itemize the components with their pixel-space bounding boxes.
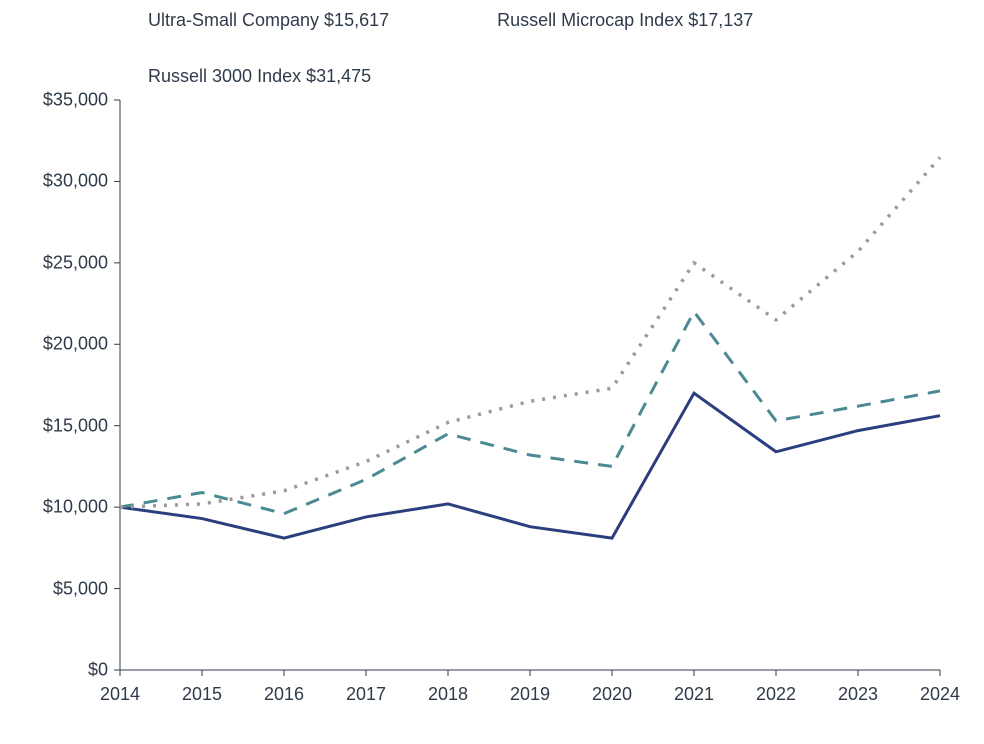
x-tick-label: 2021 (674, 684, 714, 705)
x-tick-label: 2015 (182, 684, 222, 705)
x-tick-label: 2017 (346, 684, 386, 705)
y-tick-label: $10,000 (43, 497, 108, 518)
legend-item-microcap: Russell Microcap Index $17,137 (439, 10, 753, 31)
x-tick-label: 2018 (428, 684, 468, 705)
y-tick-label: $35,000 (43, 90, 108, 111)
legend-item-ultra-small: Ultra-Small Company $15,617 (90, 10, 389, 31)
legend-label: Russell 3000 Index $31,475 (148, 66, 371, 87)
legend-item-russell3000: Russell 3000 Index $31,475 (90, 66, 371, 87)
x-tick-label: 2020 (592, 684, 632, 705)
series-s1 (120, 312, 940, 514)
y-tick-label: $20,000 (43, 334, 108, 355)
plot-area (120, 100, 940, 670)
y-tick-label: $30,000 (43, 171, 108, 192)
y-tick-label: $25,000 (43, 252, 108, 273)
x-tick-label: 2014 (100, 684, 140, 705)
x-tick-label: 2024 (920, 684, 960, 705)
x-tick-label: 2023 (838, 684, 878, 705)
x-tick-label: 2022 (756, 684, 796, 705)
x-tick-label: 2019 (510, 684, 550, 705)
legend-label: Ultra-Small Company $15,617 (148, 10, 389, 31)
y-tick-label: $15,000 (43, 415, 108, 436)
legend: Ultra-Small Company $15,617 Russell Micr… (90, 10, 910, 87)
y-tick-label: $5,000 (53, 578, 108, 599)
legend-label: Russell Microcap Index $17,137 (497, 10, 753, 31)
growth-chart: Ultra-Small Company $15,617 Russell Micr… (0, 0, 984, 744)
y-tick-label: $0 (88, 660, 108, 681)
x-tick-label: 2016 (264, 684, 304, 705)
